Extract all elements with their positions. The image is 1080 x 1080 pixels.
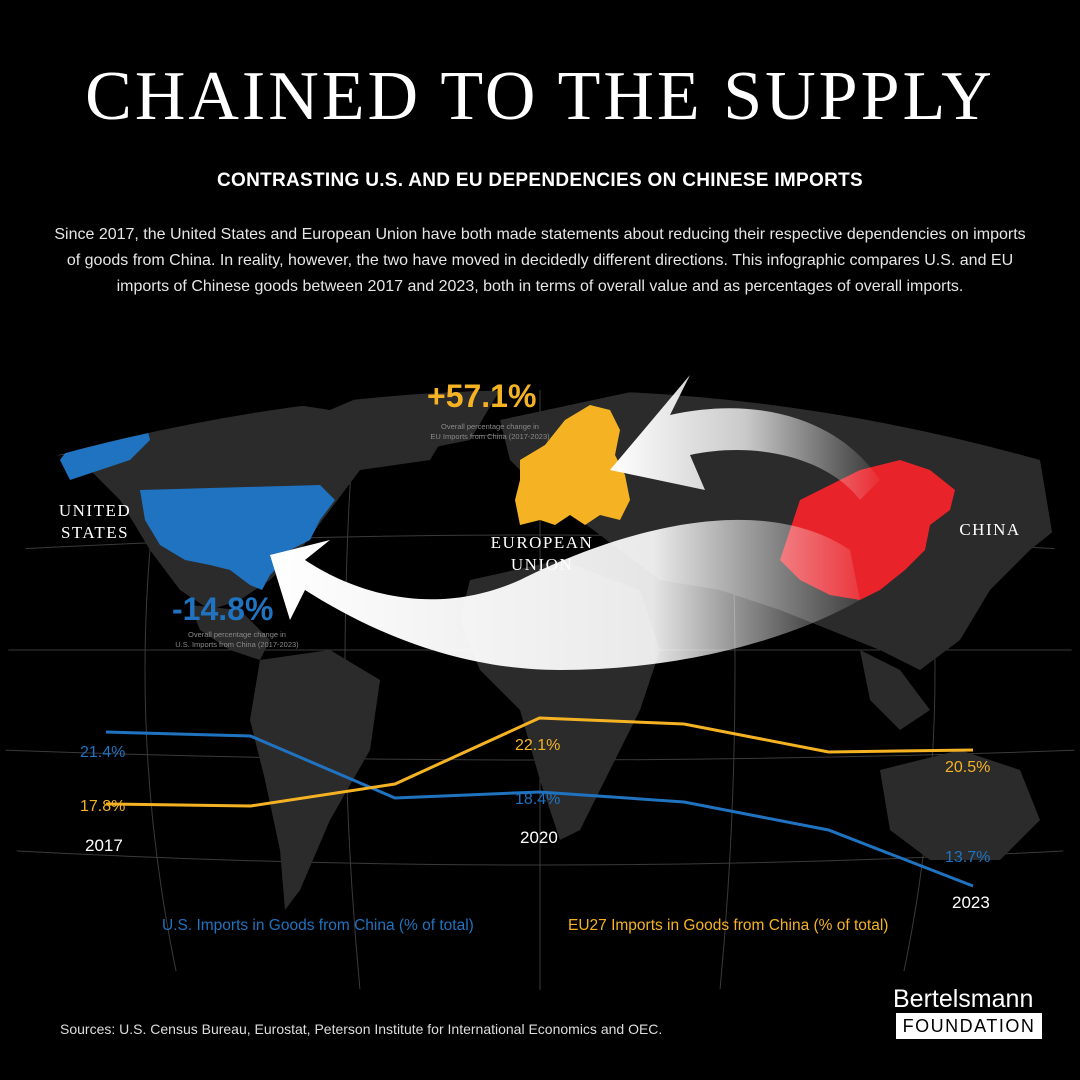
us-series-line bbox=[105, 730, 974, 888]
us-change-note-line2: U.S. Imports from China (2017-2023) bbox=[175, 640, 299, 649]
page-subtitle: CONTRASTING U.S. AND EU DEPENDENCIES ON … bbox=[216, 170, 864, 191]
flow-arrows bbox=[270, 375, 880, 670]
label-european-union-line2: UNION bbox=[510, 555, 574, 574]
eu-label-2017: 17.8% bbox=[80, 798, 126, 815]
us-label-2020: 18.4% bbox=[515, 791, 561, 808]
us-shape bbox=[140, 485, 335, 590]
eu-series-line bbox=[105, 716, 974, 808]
year-label-2017: 2017 bbox=[85, 836, 123, 855]
label-united-states: UNITED STATES bbox=[45, 500, 145, 544]
eu-label-2020: 22.1% bbox=[515, 737, 561, 754]
sources-note: Sources: U.S. Census Bureau, Eurostat, P… bbox=[60, 1021, 663, 1037]
logo-sub: FOUNDATION bbox=[896, 1013, 1042, 1039]
year-label-2023: 2023 bbox=[952, 893, 990, 912]
eu-change-note-line2: EU Imports from China (2017-2023) bbox=[430, 432, 550, 441]
us-change-note: Overall percentage change in U.S. Import… bbox=[152, 630, 322, 650]
eu-change-note-line1: Overall percentage change in bbox=[441, 422, 539, 431]
logo-name: Bertelsmann bbox=[893, 985, 1034, 1013]
eu-label-2023: 20.5% bbox=[945, 759, 991, 776]
arrow-to-us bbox=[270, 519, 860, 670]
page-title: CHAINED TO THE SUPPLY bbox=[85, 58, 995, 135]
eu-change-value: +57.1% bbox=[427, 378, 537, 414]
us-change-value: -14.8% bbox=[172, 591, 274, 627]
label-china: CHINA bbox=[959, 520, 1021, 539]
label-european-union: EUROPEAN UNION bbox=[472, 532, 612, 576]
us-change-note-line1: Overall percentage change in bbox=[188, 630, 286, 639]
label-united-states-line2: STATES bbox=[60, 523, 130, 542]
label-united-states-line1: UNITED bbox=[58, 501, 132, 520]
legend-eu: EU27 Imports in Goods from China (% of t… bbox=[568, 917, 889, 934]
legend-us: U.S. Imports in Goods from China (% of t… bbox=[162, 917, 474, 934]
label-european-union-line1: EUROPEAN bbox=[490, 533, 594, 552]
intro-paragraph: Since 2017, the United States and Europe… bbox=[54, 226, 1026, 295]
eu-change-note: Overall percentage change in EU Imports … bbox=[405, 422, 575, 442]
year-label-2020: 2020 bbox=[520, 828, 558, 847]
us-label-2023: 13.7% bbox=[945, 849, 991, 866]
eu-shape bbox=[515, 405, 630, 525]
us-label-2017: 21.4% bbox=[80, 744, 126, 761]
world-map bbox=[4, 375, 1076, 990]
arrow-to-eu bbox=[610, 375, 880, 500]
